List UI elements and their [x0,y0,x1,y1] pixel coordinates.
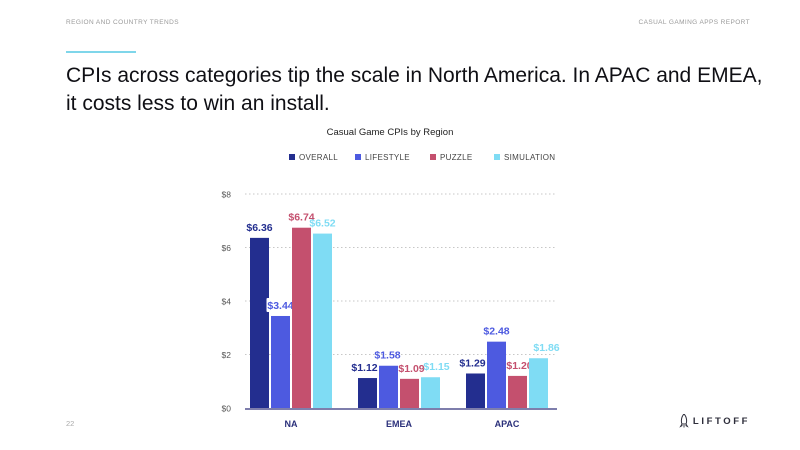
bar-na-simulation [313,233,332,408]
x-category-label: NA [285,419,298,429]
data-label-na-overall: $6.36 [246,222,272,234]
bar-apac-puzzle [508,375,527,408]
legend-swatch-puzzle [430,154,436,160]
report-label: CASUAL GAMING APPS REPORT [638,19,750,26]
y-tick-label: $0 [222,404,232,414]
legend-label-overall: OVERALL [299,153,338,162]
legend-label-lifestyle: LIFESTYLE [365,153,410,162]
x-category-label: EMEA [386,419,413,429]
bar-apac-simulation [529,358,548,408]
data-label-apac-simulation: $1.86 [533,342,559,354]
legend-swatch-simulation [494,154,500,160]
bar-apac-lifestyle [487,341,506,408]
y-tick-label: $6 [222,243,232,253]
bar-emea-simulation [421,377,440,408]
data-label-emea-simulation: $1.15 [423,361,449,373]
bar-emea-lifestyle [379,365,398,408]
legend-label-puzzle: PUZZLE [440,153,472,162]
rocket-icon [679,414,689,428]
liftoff-logo: LIFTOFF [679,414,750,428]
bar-na-lifestyle [271,315,290,408]
logo-text: LIFTOFF [692,415,750,427]
legend-swatch-overall [289,154,295,160]
accent-divider [66,51,136,53]
bar-apac-overall [466,373,485,408]
data-label-na-puzzle: $6.74 [288,212,314,224]
data-label-bg [266,297,297,312]
section-label: REGION AND COUNTRY TRENDS [66,19,179,26]
bar-emea-puzzle [400,378,419,408]
legend-label-simulation: SIMULATION [504,153,555,162]
y-tick-label: $4 [222,297,232,307]
page-number: 22 [66,419,75,428]
bar-na-overall [250,237,269,408]
bar-emea-overall [358,378,377,408]
data-label-apac-puzzle: $1.20 [506,360,532,372]
page-headline: CPIs across categories tip the scale in … [66,64,763,115]
data-label-apac-overall: $1.29 [459,357,485,369]
data-label-emea-lifestyle: $1.58 [374,350,400,362]
data-label-na-lifestyle: $3.44 [267,300,293,312]
data-label-apac-lifestyle: $2.48 [483,326,509,338]
y-tick-label: $8 [222,190,232,200]
data-label-emea-puzzle: $1.09 [398,363,424,375]
bar-na-puzzle [292,227,311,408]
chart-title: Casual Game CPIs by Region [327,127,454,138]
data-label-na-simulation: $6.52 [309,218,335,230]
data-label-emea-overall: $1.12 [351,362,377,374]
legend-swatch-lifestyle [355,154,361,160]
y-tick-label: $2 [222,350,232,360]
x-category-label: APAC [495,419,520,429]
